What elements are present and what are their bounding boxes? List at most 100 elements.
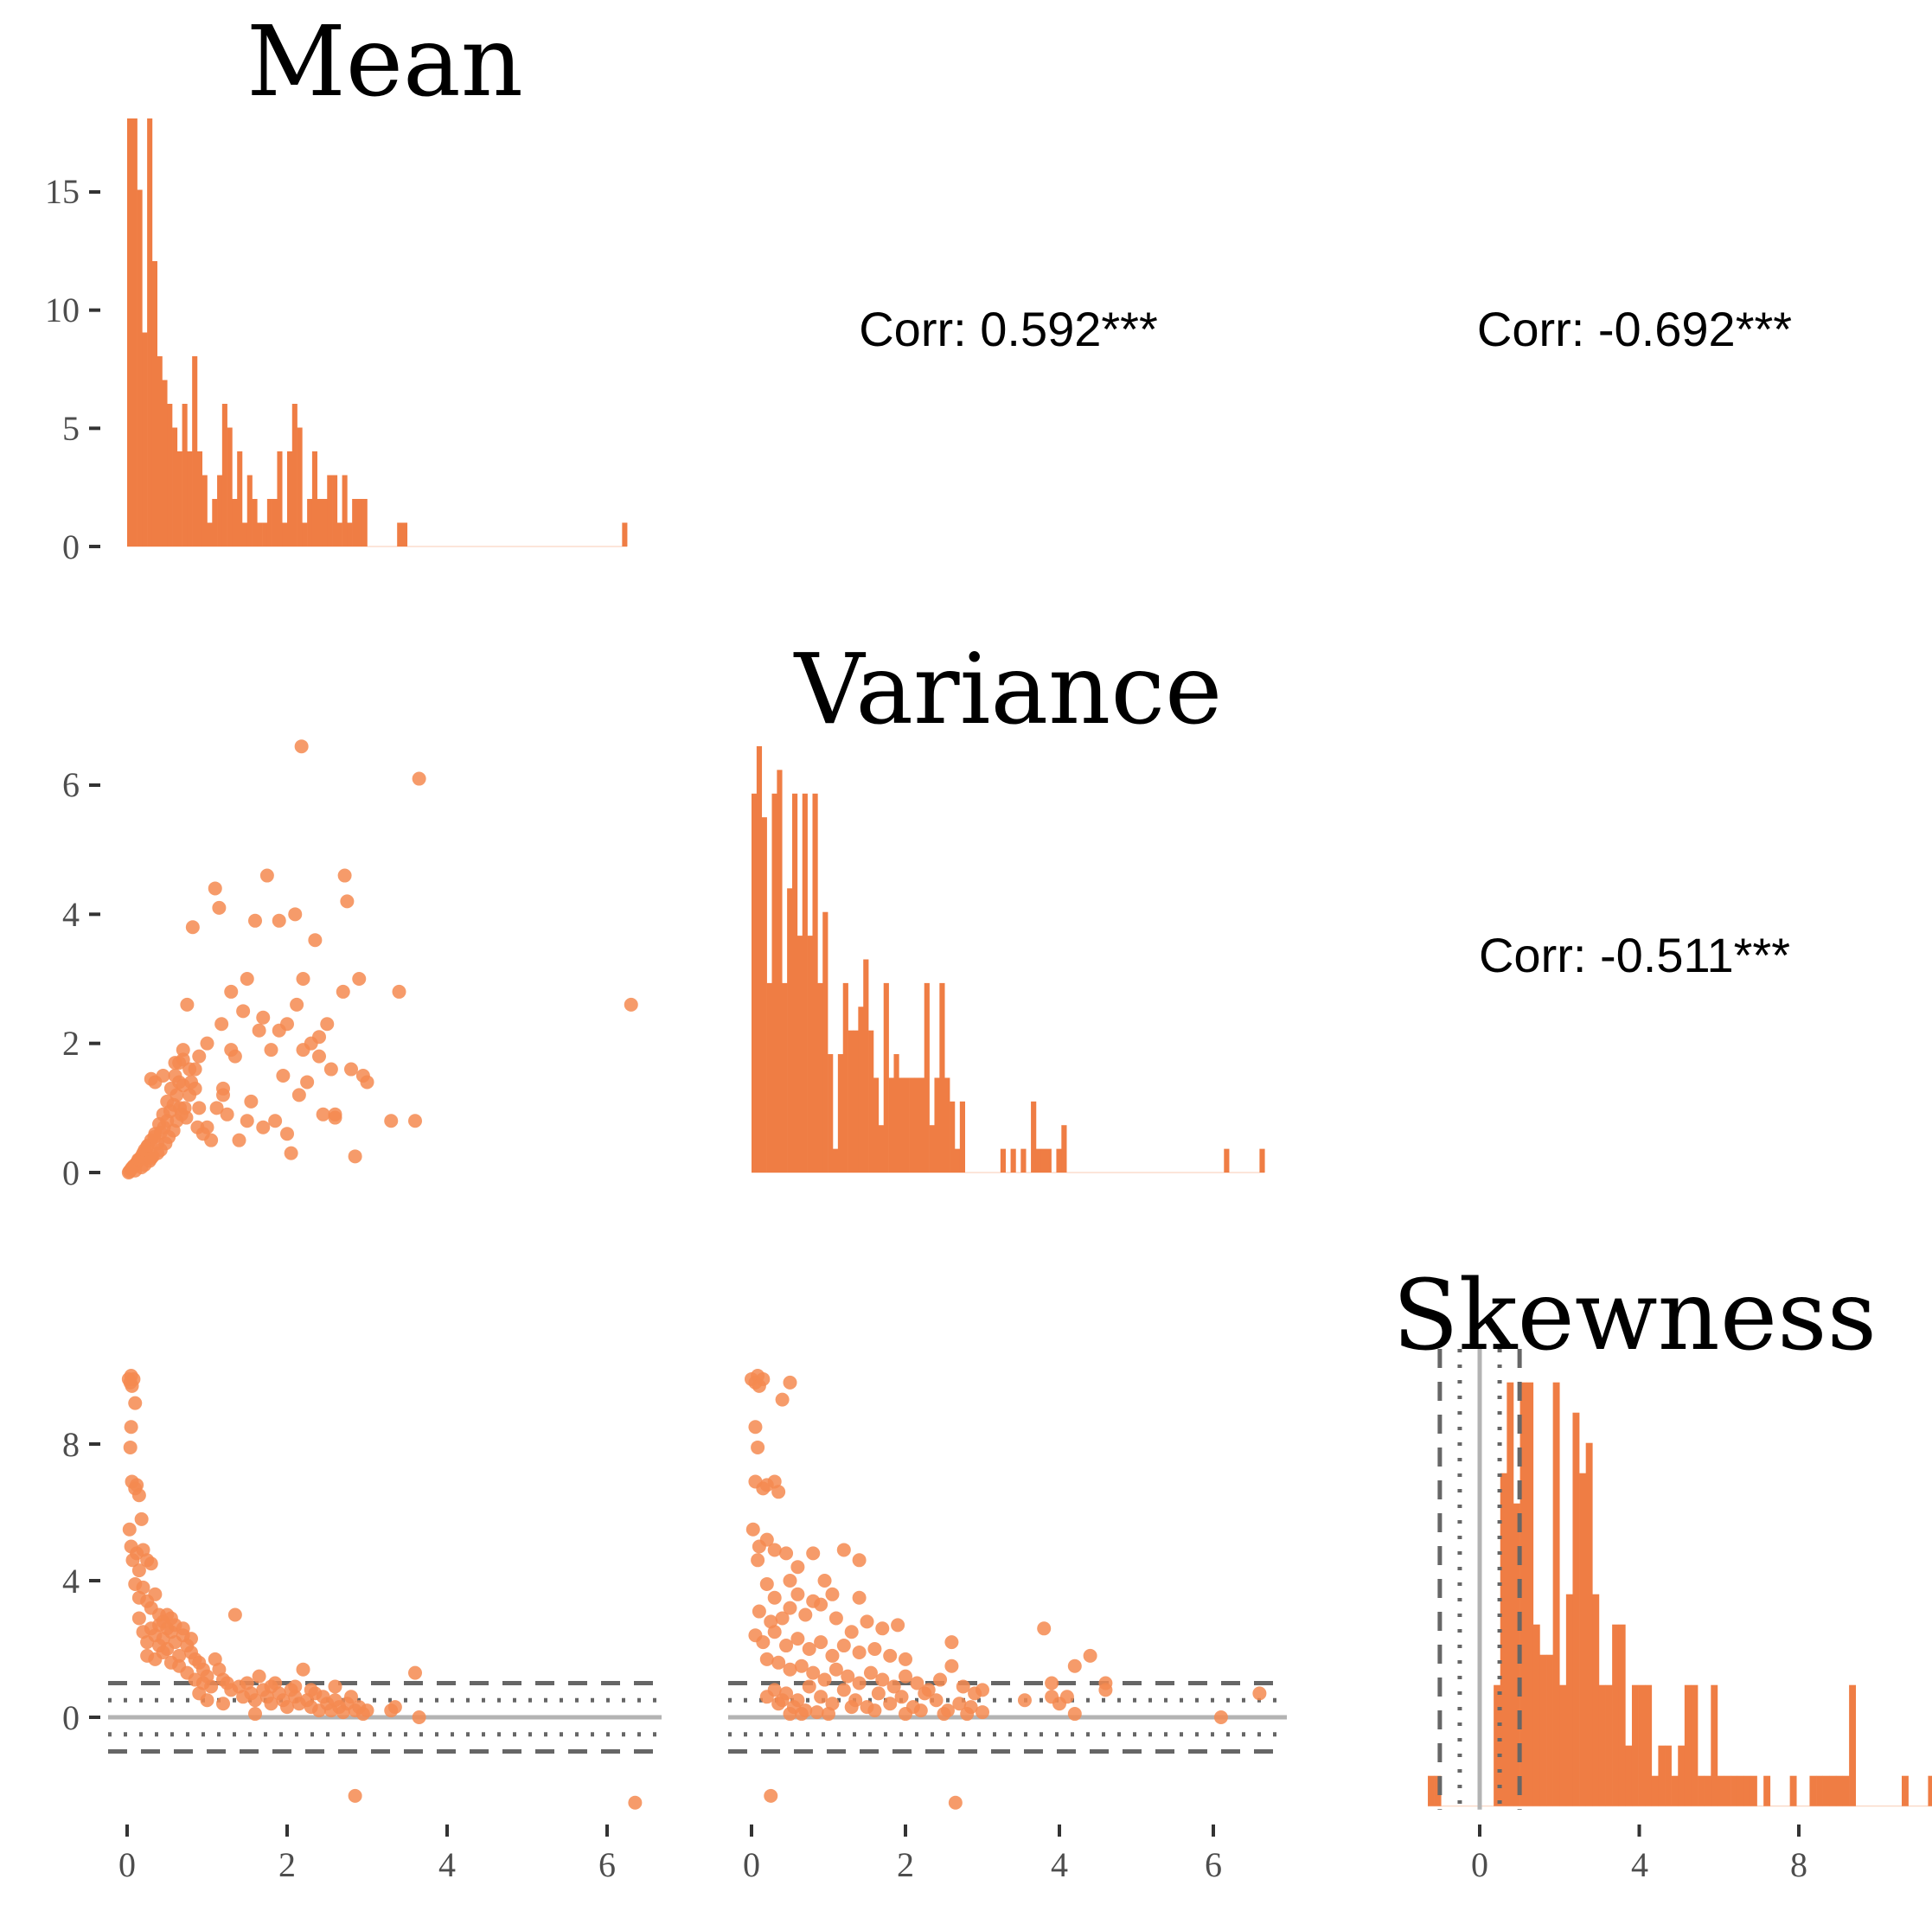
histogram-bar	[1010, 1148, 1016, 1173]
y-tick-label: 2	[62, 1024, 80, 1063]
scatter-point	[214, 1017, 229, 1032]
histogram-bar	[944, 1077, 950, 1173]
scatter-point	[759, 1576, 774, 1591]
scatter-point	[352, 972, 367, 986]
scatter-point	[1083, 1648, 1097, 1663]
histogram-bar	[1678, 1745, 1686, 1806]
scatter-point	[179, 1110, 194, 1125]
histogram-bar	[361, 499, 368, 546]
histogram-bar	[837, 1054, 844, 1173]
scatter-point	[790, 1632, 805, 1646]
x-tick-label: 8	[1790, 1845, 1807, 1884]
scatter-point	[852, 1590, 867, 1605]
scatter-point	[300, 1075, 315, 1090]
scatter-point	[767, 1590, 782, 1605]
histogram-bar	[207, 522, 213, 546]
scatter-point	[825, 1648, 840, 1663]
x-tick-label: 6	[1205, 1845, 1222, 1884]
y-tick-label: 6	[62, 765, 80, 804]
histogram-bar	[217, 475, 223, 546]
scatter-point	[340, 894, 355, 909]
scatter-point	[1252, 1686, 1267, 1701]
y-tick-label: 4	[62, 895, 80, 934]
histogram-bar	[1559, 1684, 1567, 1806]
histogram-bar	[1698, 1775, 1705, 1806]
title-mean: Mean	[246, 6, 523, 118]
histogram-bar	[221, 404, 227, 546]
histogram-bar	[1711, 1684, 1718, 1806]
scatter-point	[767, 1625, 782, 1639]
scatter-point	[204, 1133, 219, 1147]
y-tick-label: 0	[62, 1154, 80, 1192]
scatter-point	[360, 1075, 374, 1090]
panel-mean-skewness-scatter	[108, 1369, 662, 1810]
x-tick-label: 0	[743, 1845, 760, 1884]
histogram-bar	[1539, 1654, 1547, 1806]
scatter-point	[875, 1621, 890, 1636]
histogram-bar	[959, 1101, 966, 1173]
scatter-point	[756, 1371, 771, 1386]
scatter-point	[899, 1707, 912, 1722]
scatter-point	[288, 1679, 303, 1694]
scatter-point	[227, 1607, 242, 1622]
scatter-point	[200, 1036, 214, 1051]
scatter-point	[1067, 1658, 1082, 1673]
histogram-bar	[888, 1077, 894, 1173]
scatter-point	[944, 1635, 959, 1650]
scatter-point	[248, 1693, 262, 1708]
histogram-bar	[853, 1030, 859, 1173]
histogram-bar	[147, 118, 153, 546]
histogram-bar	[1704, 1775, 1711, 1806]
scatter-point	[408, 1114, 422, 1128]
scatter-point	[156, 1069, 170, 1083]
scatter-point	[836, 1543, 851, 1557]
histogram-bar	[777, 770, 783, 1173]
scatter-point	[296, 1043, 310, 1058]
histogram-bar	[1585, 1442, 1593, 1806]
histogram-bar	[791, 793, 798, 1173]
histogram-bar	[246, 475, 253, 546]
scatter-point	[852, 1553, 867, 1568]
histogram-bar	[878, 1125, 885, 1173]
scatter-point	[412, 1710, 426, 1724]
histogram-bar	[192, 356, 198, 546]
histogram-bar	[1061, 1125, 1067, 1173]
y-axis-skewness: 0 4 8	[62, 1425, 80, 1737]
x-tick-label: 4	[1631, 1845, 1648, 1884]
scatter-point	[867, 1703, 882, 1718]
histogram-bar	[336, 522, 342, 546]
scatter-point	[209, 1101, 224, 1115]
scatter-point	[952, 1697, 967, 1711]
histogram-bar	[212, 499, 218, 546]
histogram-bar	[796, 936, 803, 1173]
scatter-point	[136, 1580, 150, 1594]
histogram-bar	[822, 911, 828, 1173]
y-tick-label: 4	[62, 1562, 80, 1601]
histogram-bar	[1849, 1684, 1857, 1806]
scatter-point	[291, 1088, 306, 1102]
scatter-point	[783, 1601, 797, 1615]
histogram-bar	[1259, 1148, 1265, 1173]
scatter-point	[272, 913, 286, 928]
histogram-bar	[812, 793, 818, 1173]
scatter-point	[152, 1618, 166, 1633]
scatter-point	[280, 1127, 294, 1141]
histogram-bar	[167, 404, 173, 546]
histogram-bar	[899, 1077, 905, 1173]
histogram-bar	[142, 332, 148, 546]
scatter-point	[809, 1705, 824, 1720]
x-tick-label: 6	[598, 1845, 616, 1884]
histogram-bar	[1658, 1745, 1666, 1806]
scatter-point	[828, 1662, 843, 1677]
scatter-point	[860, 1614, 874, 1629]
histogram-bar	[1684, 1684, 1692, 1806]
histogram-bar	[1572, 1412, 1580, 1806]
histogram-bar	[1671, 1775, 1679, 1806]
scatter-point	[883, 1697, 898, 1711]
histogram-bar	[352, 499, 358, 546]
scatter-point	[1037, 1621, 1052, 1636]
scatter-point	[852, 1676, 867, 1690]
histogram-bar	[939, 982, 945, 1173]
scatter-point	[144, 1556, 158, 1571]
histogram-bar	[787, 888, 793, 1173]
